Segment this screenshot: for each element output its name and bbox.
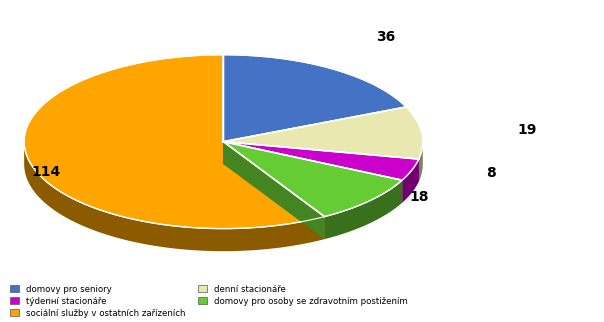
Polygon shape [223, 55, 406, 142]
Polygon shape [223, 142, 402, 203]
Polygon shape [223, 142, 419, 182]
Polygon shape [223, 142, 324, 239]
Polygon shape [324, 180, 402, 239]
Polygon shape [223, 107, 423, 159]
Polygon shape [223, 142, 324, 239]
Polygon shape [24, 142, 324, 251]
Text: 19: 19 [518, 123, 537, 137]
Polygon shape [402, 159, 419, 203]
Polygon shape [223, 142, 402, 217]
Text: 114: 114 [31, 165, 60, 179]
Text: 8: 8 [486, 166, 496, 180]
Polygon shape [419, 142, 423, 182]
Text: 18: 18 [410, 190, 429, 204]
Legend: domovy pro seniory, týdenнí stacionáře, sociální služby v ostatních zařízeních, : domovy pro seniory, týdenнí stacionáře, … [10, 285, 408, 318]
Polygon shape [223, 142, 419, 182]
Polygon shape [223, 142, 419, 180]
Polygon shape [24, 55, 324, 229]
Text: 36: 36 [376, 30, 395, 44]
Polygon shape [223, 142, 402, 203]
